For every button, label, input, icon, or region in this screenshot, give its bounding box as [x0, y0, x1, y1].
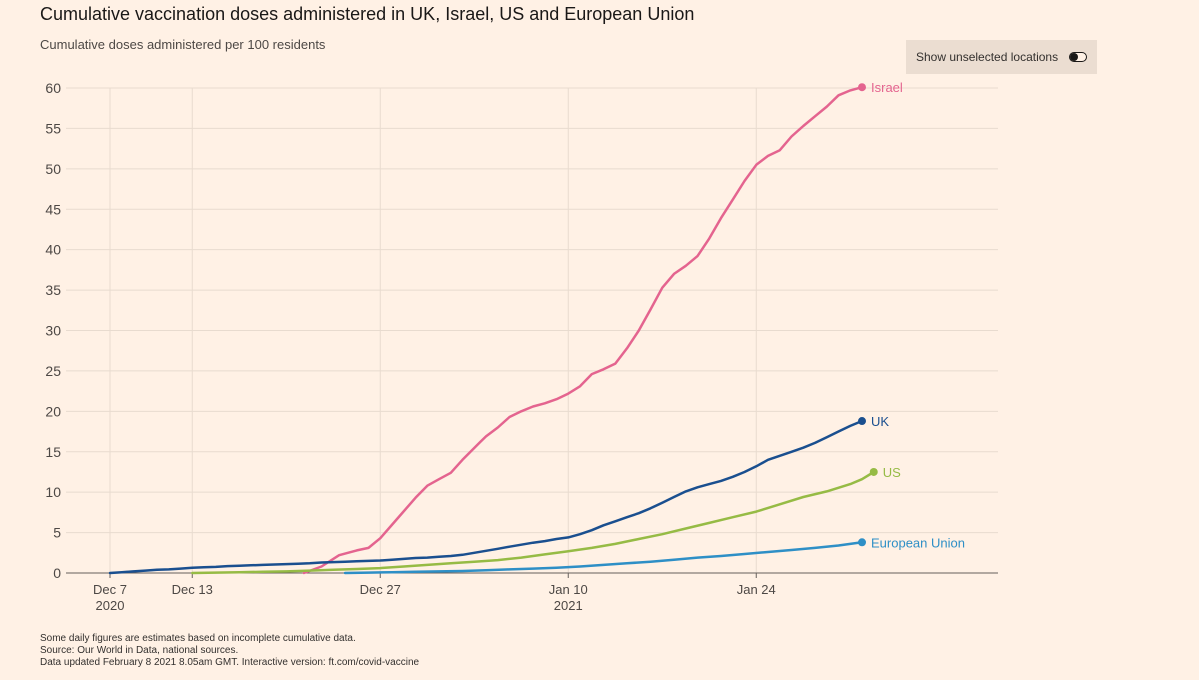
y-tick-label: 45 [45, 201, 61, 217]
footer-updated: Data updated February 8 2021 8.05am GMT.… [40, 657, 420, 668]
series-line-israel [302, 85, 864, 575]
y-tick-label: 20 [45, 403, 61, 419]
x-tick-label: Jan 10 [549, 582, 588, 597]
toggle-knob [1070, 52, 1078, 61]
chart-subtitle: Cumulative doses administered per 100 re… [40, 37, 326, 52]
footer-note: Some daily figures are estimates based o… [40, 633, 356, 644]
series-end-dot-us [869, 467, 878, 476]
y-tick-label: 60 [45, 80, 61, 96]
y-tick-label: 35 [45, 282, 61, 298]
x-tick-sublabel: 2020 [96, 598, 125, 613]
y-tick-label: 10 [45, 484, 61, 500]
series-label-uk: UK [871, 414, 889, 429]
y-tick-label: 40 [45, 242, 61, 258]
y-tick-label: 30 [45, 323, 61, 339]
series-end-dot-uk [858, 417, 866, 426]
y-tick-label: 15 [45, 444, 61, 460]
y-tick-label: 25 [45, 363, 61, 379]
series-end-dot-israel [858, 83, 866, 92]
series-label-european-union: European Union [871, 535, 965, 550]
series-line-uk [108, 419, 864, 575]
y-tick-label: 0 [53, 565, 61, 581]
x-tick-label: Dec 27 [360, 582, 401, 597]
y-tick-label: 50 [45, 161, 61, 177]
series-line-us [191, 470, 876, 575]
x-tick-label: Dec 13 [172, 582, 213, 597]
footer-notes: Some daily figures are estimates based o… [40, 633, 419, 669]
footer-source: Source: Our World in Data, national sour… [40, 645, 239, 656]
chart-title: Cumulative vaccination doses administere… [40, 4, 695, 24]
series-end-dot-european-union [858, 538, 866, 547]
y-tick-label: 5 [53, 525, 61, 541]
series-line-european-union [343, 541, 864, 575]
toggle-label: Show unselected locations [916, 50, 1059, 64]
y-tick-label: 55 [45, 120, 61, 136]
series-label-israel: Israel [871, 80, 903, 95]
show-unselected-toggle[interactable]: Show unselected locations [906, 40, 1097, 74]
toggle-switch-icon[interactable] [1069, 52, 1087, 62]
x-tick-label: Jan 24 [737, 582, 776, 597]
x-tick-label: Dec 7 [93, 582, 127, 597]
series-label-us: US [883, 465, 901, 480]
x-tick-sublabel: 2021 [554, 598, 583, 613]
